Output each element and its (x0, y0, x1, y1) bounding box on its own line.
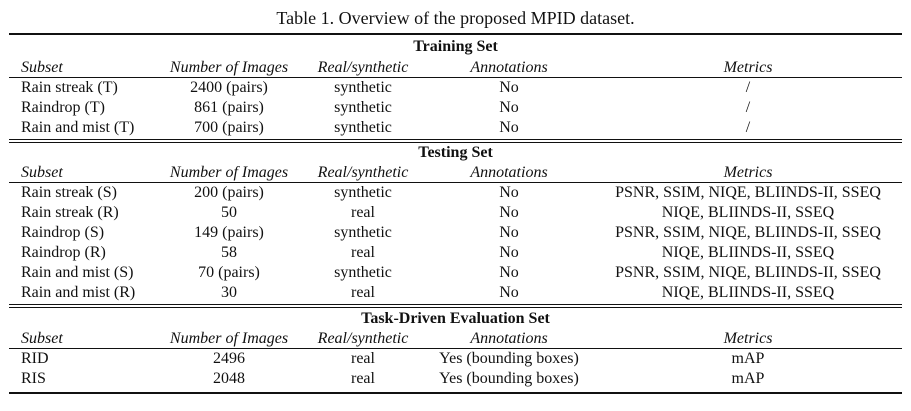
cell-real: synthetic (334, 264, 392, 281)
cell-subset: Raindrop (R) (21, 244, 106, 261)
cell-annotations: No (499, 224, 519, 241)
cell-subset: Rain and mist (R) (21, 284, 136, 301)
table-row: Rain streak (S) 200 (pairs) synthetic No… (0, 183, 911, 203)
column-header-metrics: Metrics (723, 59, 773, 76)
cell-number: 50 (221, 204, 237, 221)
cell-metrics: / (745, 119, 751, 136)
cell-metrics: PSNR, SSIM, NIQE, BLIINDS-II, SSEQ (615, 224, 881, 241)
cell-annotations: No (499, 119, 519, 136)
cell-real: real (351, 370, 375, 387)
column-header-subset: Subset (21, 330, 63, 347)
column-header-subset: Subset (21, 164, 63, 181)
cell-subset: Rain streak (T) (21, 79, 118, 96)
section-rule (9, 304, 902, 305)
column-header-number: Number of Images (169, 330, 289, 347)
cell-number: 2400 (pairs) (190, 79, 268, 96)
column-header-real: Real/synthetic (317, 59, 409, 76)
cell-number: 58 (221, 244, 237, 261)
table-row: RID 2496 real Yes (bounding boxes) mAP (0, 349, 911, 369)
section-title-training: Training Set (413, 38, 498, 55)
cell-annotations: Yes (bounding boxes) (439, 350, 579, 367)
cell-metrics: mAP (731, 350, 765, 367)
table-row: Rain and mist (R) 30 real No NIQE, BLIIN… (0, 283, 911, 303)
cell-metrics: / (745, 99, 751, 116)
table-caption: Table 1. Overview of the proposed MPID d… (276, 8, 635, 28)
column-header-real: Real/synthetic (317, 164, 409, 181)
cell-number: 861 (pairs) (194, 99, 264, 116)
cell-subset: Raindrop (T) (21, 99, 105, 116)
cell-number: 30 (221, 284, 237, 301)
table-row: Raindrop (S) 149 (pairs) synthetic No PS… (0, 223, 911, 243)
column-header-annotations: Annotations (470, 59, 548, 76)
cell-number: 700 (pairs) (194, 119, 264, 136)
cell-subset: Rain streak (R) (21, 204, 119, 221)
cell-metrics: NIQE, BLIINDS-II, SSEQ (661, 204, 835, 221)
column-header-row: Subset Number of Images Real/synthetic A… (0, 163, 911, 183)
cell-annotations: No (499, 264, 519, 281)
cell-subset: RID (21, 350, 49, 367)
cell-real: real (351, 350, 375, 367)
cell-subset: Rain streak (S) (21, 184, 117, 201)
cell-annotations: No (499, 204, 519, 221)
cell-metrics: mAP (731, 370, 765, 387)
cell-subset: Rain and mist (S) (21, 264, 134, 281)
column-header-row: Subset Number of Images Real/synthetic A… (0, 329, 911, 349)
column-header-row: Subset Number of Images Real/synthetic A… (0, 58, 911, 78)
cell-annotations: No (499, 79, 519, 96)
section-rule (9, 307, 902, 308)
cell-real: synthetic (334, 79, 392, 96)
cell-metrics: NIQE, BLIINDS-II, SSEQ (661, 244, 835, 261)
cell-number: 149 (pairs) (194, 224, 264, 241)
section-rule (9, 139, 902, 140)
cell-real: real (351, 204, 375, 221)
table-row: Rain and mist (T) 700 (pairs) synthetic … (0, 118, 911, 138)
table-row: Raindrop (R) 58 real No NIQE, BLIINDS-II… (0, 243, 911, 263)
cell-annotations: No (499, 184, 519, 201)
section-title-task-driven: Task-Driven Evaluation Set (361, 310, 550, 327)
cell-real: synthetic (334, 224, 392, 241)
cell-subset: RIS (21, 370, 46, 387)
cell-annotations: No (499, 244, 519, 261)
cell-real: synthetic (334, 184, 392, 201)
column-header-metrics: Metrics (723, 330, 773, 347)
header-rule (9, 348, 902, 349)
table-row: Rain streak (T) 2400 (pairs) synthetic N… (0, 78, 911, 98)
table-row: Rain streak (R) 50 real No NIQE, BLIINDS… (0, 203, 911, 223)
cell-subset: Rain and mist (T) (21, 119, 135, 136)
table-row: RIS 2048 real Yes (bounding boxes) mAP (0, 369, 911, 389)
cell-annotations: No (499, 284, 519, 301)
section-title-testing: Testing Set (418, 144, 493, 161)
cell-metrics: / (745, 79, 751, 96)
cell-real: real (351, 284, 375, 301)
header-rule (9, 182, 902, 183)
column-header-annotations: Annotations (470, 330, 548, 347)
column-header-annotations: Annotations (470, 164, 548, 181)
column-header-number: Number of Images (169, 59, 289, 76)
column-header-metrics: Metrics (723, 164, 773, 181)
top-rule (9, 33, 902, 35)
cell-annotations: No (499, 99, 519, 116)
section-rule (9, 142, 902, 143)
table-row: Rain and mist (S) 70 (pairs) synthetic N… (0, 263, 911, 283)
cell-real: real (351, 244, 375, 261)
header-rule (9, 77, 902, 78)
column-header-subset: Subset (21, 59, 63, 76)
column-header-number: Number of Images (169, 164, 289, 181)
column-header-real: Real/synthetic (317, 330, 409, 347)
cell-real: synthetic (334, 119, 392, 136)
cell-annotations: Yes (bounding boxes) (439, 370, 579, 387)
cell-number: 200 (pairs) (194, 184, 264, 201)
bottom-rule (9, 392, 902, 394)
cell-real: synthetic (334, 99, 392, 116)
cell-number: 70 (pairs) (198, 264, 260, 281)
cell-subset: Raindrop (S) (21, 224, 105, 241)
cell-metrics: NIQE, BLIINDS-II, SSEQ (661, 284, 835, 301)
cell-metrics: PSNR, SSIM, NIQE, BLIINDS-II, SSEQ (615, 184, 881, 201)
cell-number: 2496 (213, 350, 245, 367)
cell-number: 2048 (213, 370, 245, 387)
table-row: Raindrop (T) 861 (pairs) synthetic No / (0, 98, 911, 118)
cell-metrics: PSNR, SSIM, NIQE, BLIINDS-II, SSEQ (615, 264, 881, 281)
